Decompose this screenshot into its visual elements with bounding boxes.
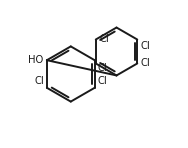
Text: Cl: Cl — [98, 76, 107, 86]
Text: HO: HO — [28, 55, 43, 65]
Text: Cl: Cl — [99, 34, 109, 44]
Text: Cl: Cl — [141, 41, 151, 51]
Text: Cl: Cl — [141, 58, 151, 68]
Text: Cl: Cl — [34, 76, 44, 86]
Text: Cl: Cl — [98, 63, 107, 73]
